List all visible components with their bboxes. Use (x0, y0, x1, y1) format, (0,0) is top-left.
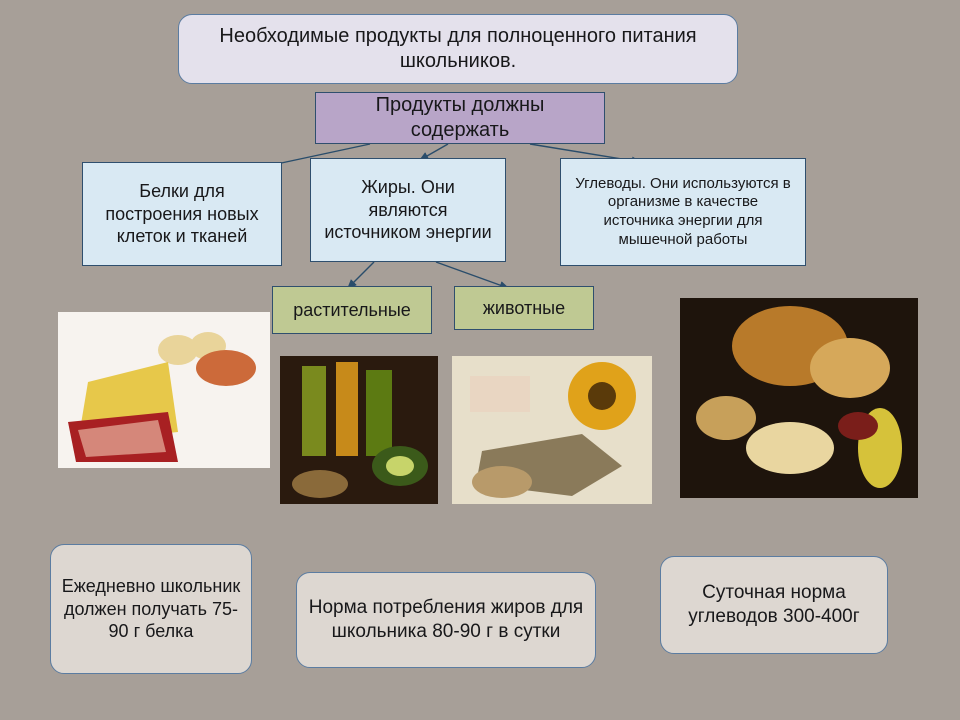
nutrient-fats-label: Жиры. Они являются источником энергии (321, 176, 495, 244)
fat-type-plant-label: растительные (293, 299, 411, 322)
subtitle-box: Продукты должны содержать (315, 92, 605, 144)
nutrient-carbs: Углеводы. Они используются в организме в… (560, 158, 806, 266)
image-animal_fats (452, 356, 652, 504)
note-fat_norm-label: Норма потребления жиров для школьника 80… (307, 596, 585, 644)
nutrient-carbs-label: Углеводы. Они используются в организме в… (571, 175, 795, 250)
fat-type-plant: растительные (272, 286, 432, 334)
nutrient-proteins: Белки для построения новых клеток и ткан… (82, 162, 282, 266)
nutrient-fats: Жиры. Они являются источником энергии (310, 158, 506, 262)
image-protein_foods (58, 312, 270, 468)
nutrient-proteins-label: Белки для построения новых клеток и ткан… (93, 180, 271, 248)
note-carb_norm: Суточная норма углеводов 300-400г (660, 556, 888, 654)
fat-type-animal-label: животные (483, 297, 565, 320)
note-fat_norm: Норма потребления жиров для школьника 80… (296, 572, 596, 668)
note-protein_norm: Ежедневно школьник должен получать 75-90… (50, 544, 252, 674)
title-box: Необходимые продукты для полноценного пи… (178, 14, 738, 84)
note-carb_norm-label: Суточная норма углеводов 300-400г (671, 581, 877, 629)
subtitle-text: Продукты должны содержать (326, 93, 594, 143)
fat-type-animal: животные (454, 286, 594, 330)
image-plant_fats (280, 356, 438, 504)
note-protein_norm-label: Ежедневно школьник должен получать 75-90… (61, 575, 241, 643)
image-carb_foods (680, 298, 918, 498)
title-text: Необходимые продукты для полноценного пи… (189, 24, 727, 74)
